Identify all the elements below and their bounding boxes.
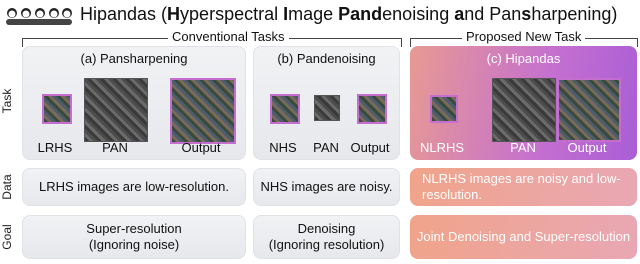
image-caption: Output xyxy=(181,140,221,155)
image xyxy=(430,95,458,123)
goal-line: (Ignoring noise) xyxy=(88,237,180,252)
data-panel xyxy=(253,168,400,206)
row-label: Task xyxy=(0,88,14,114)
row-label: Goal xyxy=(0,224,14,250)
image xyxy=(170,78,236,144)
title-part: a xyxy=(454,4,465,24)
image xyxy=(42,94,72,124)
image-caption: Output xyxy=(567,140,607,155)
data-panel xyxy=(410,168,637,206)
panda-icons xyxy=(6,8,72,25)
image-caption: NLRHS xyxy=(419,140,465,155)
goal-text: Denoising (Ignoring resolution) xyxy=(253,221,400,253)
goal-text: Joint Denoising and Super-resolution xyxy=(410,229,637,245)
goal-panel xyxy=(22,215,246,259)
task-title: (c) Hipandas xyxy=(486,51,561,66)
data-panel xyxy=(22,168,246,206)
title-part: harpening) xyxy=(531,4,618,24)
task-title: (b) Pandenoising xyxy=(277,51,376,66)
image-caption: Output xyxy=(350,140,390,155)
goal-line: Super-resolution xyxy=(86,221,182,236)
image-caption: LRHS xyxy=(37,140,73,155)
image-caption: PAN xyxy=(510,140,536,155)
title-part: Pand xyxy=(338,4,383,24)
goal-line: (Ignoring resolution) xyxy=(268,237,385,252)
title-part: H xyxy=(167,4,181,24)
row-label: Data xyxy=(0,174,14,200)
image-caption: PAN xyxy=(102,140,128,155)
goal-line: Joint Denoising and Super-resolution xyxy=(416,229,631,244)
title-part: mage xyxy=(288,4,339,24)
image xyxy=(492,78,556,142)
goal-line: Denoising xyxy=(297,221,356,236)
title-part: Hipandas ( xyxy=(80,4,168,24)
data-text: NHS images are noisy. xyxy=(260,179,393,194)
image xyxy=(84,78,148,142)
image xyxy=(357,94,387,124)
goal-text: Super-resolution (Ignoring noise) xyxy=(22,221,246,253)
title-part: nd Pan xyxy=(464,4,522,24)
goal-panel xyxy=(410,215,637,259)
group-label: Proposed New Task xyxy=(462,29,586,44)
title-part: yperspectral xyxy=(180,4,284,24)
image xyxy=(270,94,300,124)
image-caption: NHS xyxy=(269,140,297,155)
group-label: Conventional Tasks xyxy=(168,29,289,44)
title-part: I xyxy=(283,4,289,24)
goal-panel xyxy=(253,215,400,259)
data-text: NLRHS images are noisy and low-resolutio… xyxy=(422,171,621,202)
data-text: LRHS images are low-resolution. xyxy=(38,179,230,194)
task-title: (a) Pansharpening xyxy=(80,51,188,66)
image xyxy=(314,95,340,121)
image xyxy=(557,78,621,142)
title: Hipandas (Hyperspectral Image Pandenoisi… xyxy=(80,4,617,25)
title-part: enoising xyxy=(382,4,455,24)
title-part: s xyxy=(521,4,532,24)
image-caption: PAN xyxy=(313,140,339,155)
